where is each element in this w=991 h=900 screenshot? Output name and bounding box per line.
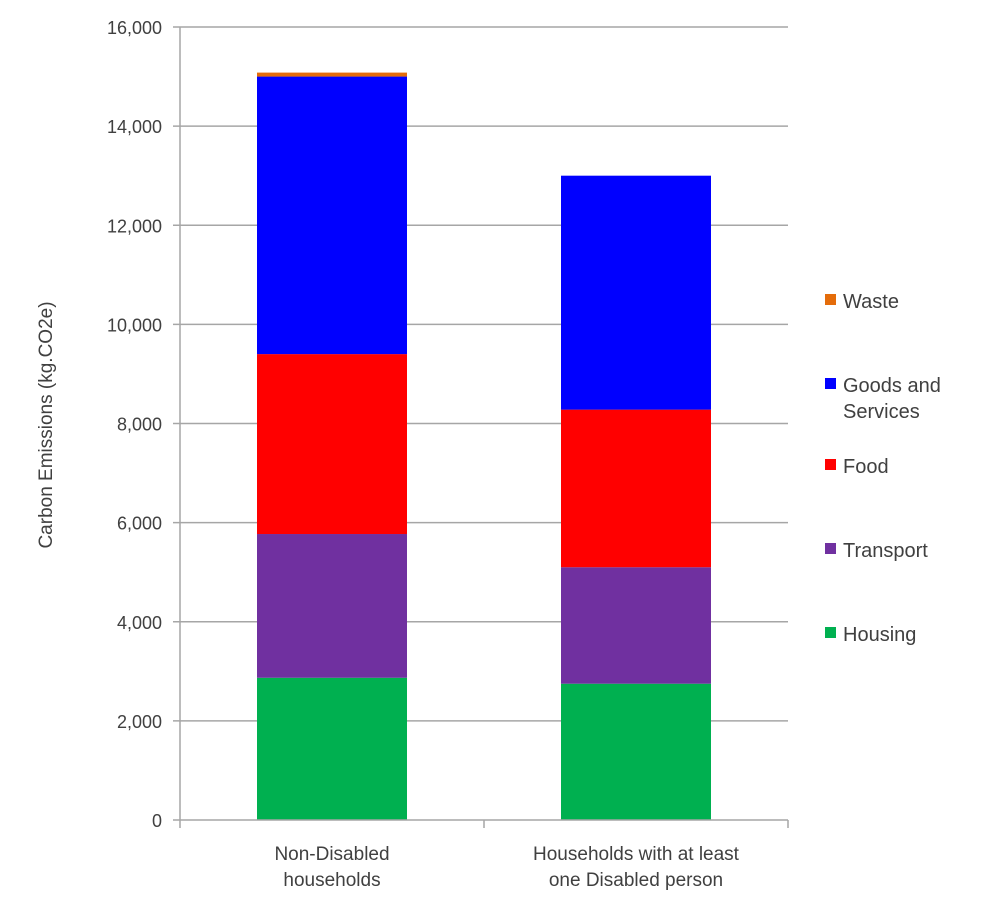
y-tick-label: 8,000 [117,415,162,435]
bar-segment-housing [561,683,711,820]
legend: Waste Goods and Services Food Transport Housi… [825,291,941,646]
legend-item-housing: Housing [825,624,916,646]
legend-label: Housing [843,624,916,646]
bar-segment-housing [257,677,407,820]
y-axis-title: Carbon Emissions (kg.CO2e) [36,301,57,548]
x-category-label: Non-Disabled households [274,844,389,891]
bar-segment-food [561,409,711,568]
y-tick-label: 16,000 [107,18,162,38]
legend-label: Waste [843,291,899,313]
legend-label: Goods and Services [843,375,941,423]
y-tick-label: 12,000 [107,216,162,236]
y-tick-label: 0 [152,811,162,831]
legend-item-waste: Waste [825,291,899,313]
bar-segment-food [257,354,407,535]
bar-segment-goods-and-services [561,175,711,410]
bars [257,72,711,820]
legend-label: Food [843,456,889,478]
legend-swatch [825,543,836,554]
bar-segment-transport [561,567,711,684]
legend-swatch [825,378,836,389]
bar-segment-transport [257,534,407,678]
legend-item-goods-and-services: Goods and Services [825,375,941,423]
legend-label: Transport [843,540,928,562]
legend-swatch [825,459,836,470]
y-tick-label: 4,000 [117,613,162,633]
legend-swatch [825,627,836,638]
bar-segment-goods-and-services [257,76,407,355]
legend-swatch [825,294,836,305]
y-tick-label: 14,000 [107,117,162,137]
axes: 0 2,000 4,000 6,000 8,000 10,000 12,000 14,000 1… [107,18,789,891]
legend-item-transport: Transport [825,540,928,562]
y-tick-label: 2,000 [117,712,162,732]
bar-segment-waste [257,72,407,77]
x-category-label: Households with at least one Disabled per… [533,844,740,891]
legend-item-food: Food [825,456,889,478]
y-tick-label: 10,000 [107,315,162,335]
y-tick-label: 6,000 [117,514,162,534]
